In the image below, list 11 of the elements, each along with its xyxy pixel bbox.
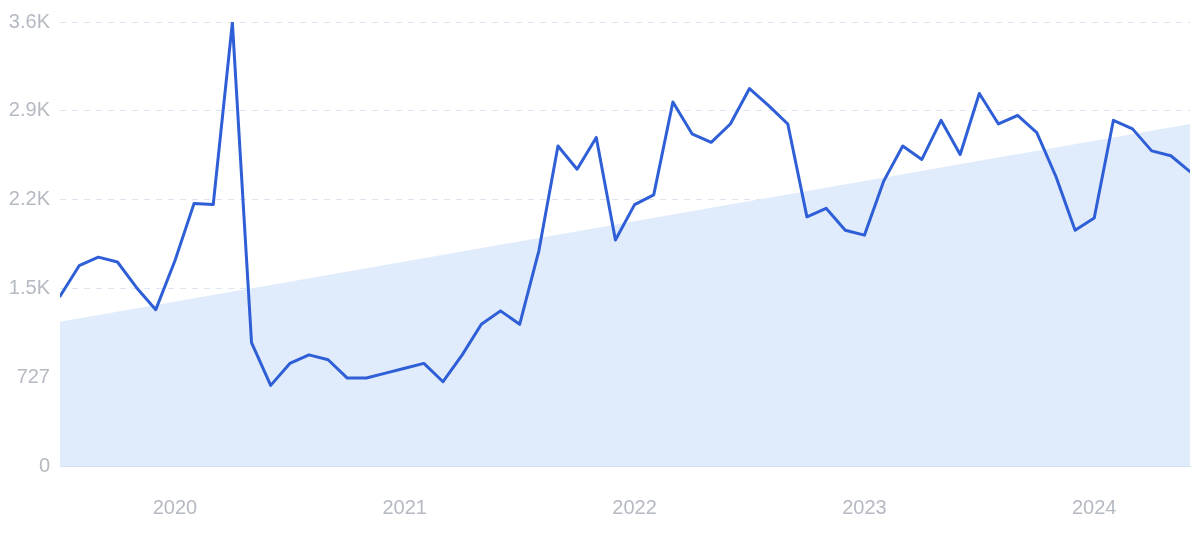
y-tick-label: 0 (38, 453, 50, 476)
y-tick-label: 2.9K (8, 98, 51, 121)
y-tick-label: 1.5K (8, 275, 51, 298)
x-tick-label: 2022 (612, 495, 657, 518)
x-tick-label: 2024 (1071, 495, 1117, 518)
y-tick-label: 727 (16, 364, 50, 387)
y-tick-label: 3.6K (8, 9, 51, 32)
x-tick-label: 2020 (152, 495, 198, 518)
x-tick-label: 2023 (842, 495, 887, 518)
x-tick-label: 2021 (382, 495, 427, 518)
y-tick-label: 2.2K (8, 187, 51, 210)
